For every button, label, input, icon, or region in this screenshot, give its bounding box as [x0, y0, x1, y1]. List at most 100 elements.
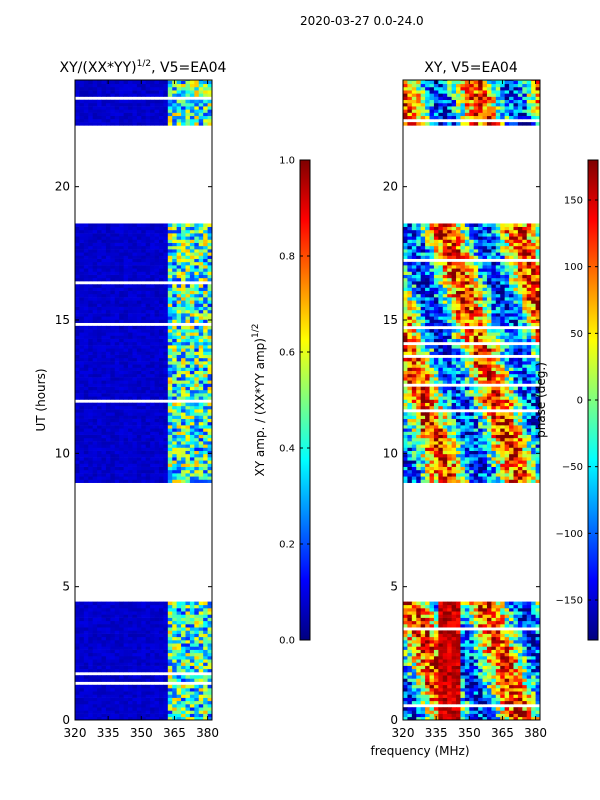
heatmap-cell: [194, 652, 200, 657]
heatmap-cell: [207, 229, 212, 234]
heatmap-cell: [132, 345, 138, 349]
heatmap-cell: [198, 354, 204, 359]
heatmap-cell: [136, 377, 142, 381]
heatmap-cell: [119, 90, 125, 94]
heatmap-cell: [79, 700, 85, 705]
heatmap-cell: [158, 678, 164, 682]
heatmap-cell: [189, 614, 195, 618]
heatmap-cell: [114, 421, 120, 426]
heatmap-cell: [167, 649, 173, 654]
heatmap-cell: [407, 624, 413, 628]
heatmap-cell: [79, 303, 85, 307]
heatmap-cell: [154, 348, 160, 352]
heatmap-cell: [411, 640, 417, 644]
heatmap-cell: [136, 646, 142, 650]
heatmap-cell: [172, 112, 178, 117]
heatmap-cell: [123, 466, 129, 471]
heatmap-cell: [101, 377, 107, 381]
heatmap-cell: [97, 425, 102, 429]
heatmap-cell: [438, 608, 444, 612]
heatmap-cell: [75, 611, 80, 615]
heatmap-cell: [185, 437, 191, 442]
heatmap-cell: [83, 409, 89, 413]
heatmap-cell: [203, 380, 208, 384]
heatmap-cell: [97, 255, 102, 259]
heatmap-cell: [150, 457, 155, 461]
heatmap-cell: [110, 329, 116, 333]
heatmap-cell: [114, 412, 120, 416]
heatmap-cell: [438, 630, 444, 634]
heatmap-cell: [83, 665, 89, 670]
heatmap-cell: [101, 668, 107, 673]
heatmap-cell: [181, 636, 186, 641]
heatmap-cell: [185, 242, 191, 247]
heatmap-cell: [79, 268, 85, 272]
heatmap-cell: [110, 614, 116, 618]
heatmap-cell: [176, 665, 182, 670]
heatmap-cell: [172, 223, 178, 227]
heatmap-cell: [535, 691, 540, 695]
heatmap-cell: [176, 466, 182, 471]
heatmap-cell: [158, 316, 164, 320]
heatmap-cell: [128, 268, 133, 272]
heatmap-cell: [181, 710, 186, 714]
heatmap-cell: [407, 707, 413, 711]
heatmap-cell: [119, 476, 125, 480]
heatmap-cell: [207, 351, 212, 355]
heatmap-cell: [105, 665, 111, 670]
heatmap-cell: [110, 361, 116, 365]
heatmap-cell: [92, 421, 98, 426]
heatmap-cell: [136, 463, 142, 467]
heatmap-cell: [189, 630, 195, 634]
heatmap-cell: [167, 678, 173, 682]
heatmap-cell: [141, 402, 147, 407]
heatmap-cell: [105, 450, 111, 455]
heatmap-cell: [451, 716, 457, 720]
heatmap-cell: [469, 633, 475, 638]
heatmap-cell: [181, 643, 186, 647]
heatmap-cell: [128, 377, 133, 381]
heatmap-cell: [163, 675, 169, 679]
heatmap-cell: [509, 620, 514, 625]
heatmap-cell: [207, 716, 212, 720]
heatmap-cell: [145, 643, 151, 647]
heatmap-cell: [447, 656, 453, 660]
heatmap-cell: [495, 636, 501, 641]
heatmap-cell: [535, 678, 540, 682]
heatmap-cell: [110, 688, 116, 692]
heatmap-cell: [92, 370, 98, 375]
heatmap-cell: [132, 611, 138, 615]
heatmap-cell: [92, 697, 98, 702]
heatmap-cell: [482, 624, 488, 628]
heatmap-cell: [416, 633, 422, 638]
heatmap-cell: [110, 357, 116, 362]
heatmap-cell: [97, 380, 102, 384]
heatmap-cell: [158, 601, 164, 606]
heatmap-cell: [176, 102, 182, 107]
heatmap-cell: [110, 405, 116, 410]
heatmap-cell: [79, 697, 85, 702]
heatmap-cell: [158, 684, 164, 689]
heatmap-cell: [123, 691, 129, 695]
heatmap-cell: [531, 646, 536, 650]
heatmap-cell: [123, 367, 129, 371]
heatmap-cell: [495, 710, 501, 714]
heatmap-cell: [203, 710, 208, 714]
heatmap-cell: [460, 662, 466, 666]
heatmap-cell: [189, 620, 195, 625]
heatmap-cell: [114, 109, 120, 113]
heatmap-cell: [535, 716, 540, 720]
heatmap-cell: [194, 239, 200, 243]
heatmap-cell: [189, 688, 195, 692]
heatmap-cell: [203, 265, 208, 269]
heatmap-cell: [105, 402, 111, 407]
heatmap-cell: [114, 611, 120, 615]
heatmap-cell: [473, 636, 479, 641]
heatmap-cell: [79, 608, 85, 612]
heatmap-cell: [110, 421, 116, 426]
heatmap-cell: [119, 300, 125, 304]
heatmap-cell: [158, 707, 164, 711]
heatmap-cell: [517, 668, 523, 673]
heatmap-cell: [145, 608, 151, 612]
heatmap-cell: [535, 643, 540, 647]
